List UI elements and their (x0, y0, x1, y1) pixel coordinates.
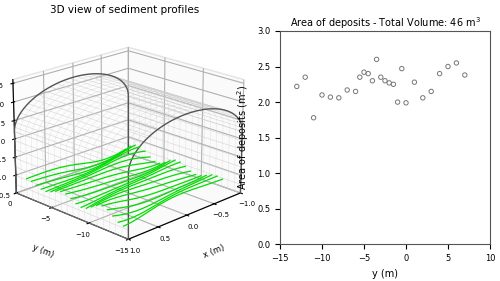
Point (377, 75, 385, 80)
Y-axis label: Area of deposits (m$^2$): Area of deposits (m$^2$) (236, 85, 252, 190)
Point (390, 82, 398, 87)
Title: Area of deposits - Total Volume: 46 m$^3$: Area of deposits - Total Volume: 46 m$^3… (290, 15, 480, 31)
Point (301, 75, 309, 80)
Point (343, 88, 351, 92)
Point (364, 71, 372, 76)
Point (461, 73, 469, 77)
Point (368, 78, 376, 83)
Point (385, 81, 393, 85)
X-axis label: y (m): y (m) (372, 269, 398, 279)
Title: 3D view of sediment profiles: 3D view of sediment profiles (50, 5, 200, 15)
Point (310, 115, 318, 120)
Point (427, 89, 435, 94)
Y-axis label: y (m): y (m) (31, 243, 55, 260)
Point (419, 96, 427, 100)
X-axis label: x (m): x (m) (202, 243, 226, 260)
Point (398, 66, 406, 71)
Point (444, 64, 452, 69)
Point (293, 84, 301, 89)
Point (326, 95, 334, 99)
Point (360, 70, 368, 74)
Point (372, 57, 380, 62)
Point (394, 100, 402, 104)
Point (352, 89, 360, 94)
Point (356, 75, 364, 80)
Point (402, 101, 410, 105)
Point (318, 93, 326, 97)
Point (410, 80, 418, 84)
Point (335, 96, 343, 100)
Point (381, 78, 389, 83)
Point (452, 61, 460, 65)
Point (436, 71, 444, 76)
